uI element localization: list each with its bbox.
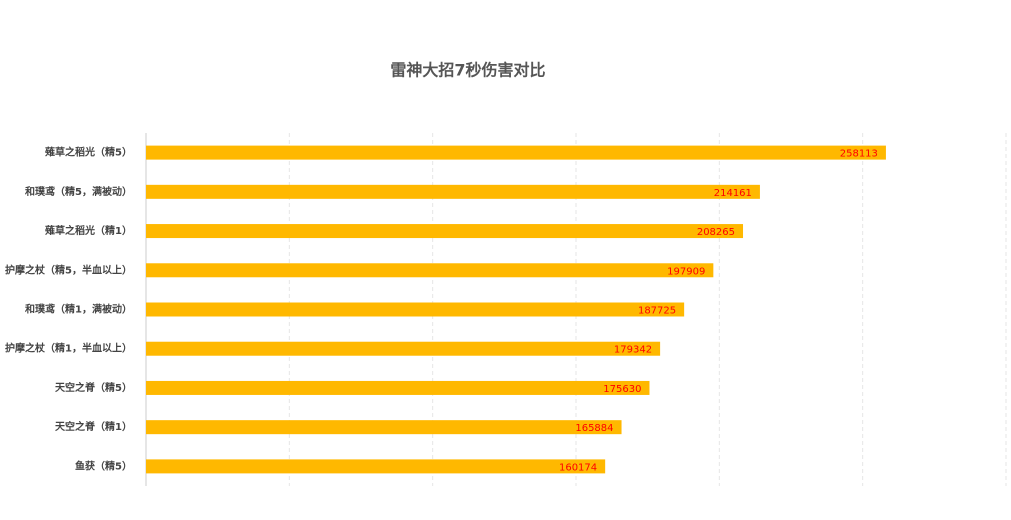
chart-title: 雷神大招7秒伤害对比	[390, 61, 545, 80]
value-label: 165884	[575, 423, 613, 434]
value-label: 179342	[614, 345, 652, 356]
y-tick-label: 薙草之稻光（精5）	[45, 146, 132, 159]
value-label: 160174	[559, 462, 597, 473]
value-label: 175630	[603, 384, 641, 395]
bar	[146, 380, 650, 395]
y-tick-label: 护摩之杖（精1，半血以上）	[5, 342, 132, 355]
value-label: 208265	[697, 227, 735, 238]
y-tick-label: 和璞鸢（精5，满被动）	[24, 185, 132, 198]
bar	[146, 459, 606, 474]
bar	[146, 420, 622, 435]
bar	[146, 263, 714, 278]
y-tick-label: 天空之脊（精5）	[55, 381, 132, 394]
y-tick-label: 鱼获（精5）	[75, 459, 132, 472]
bar	[146, 302, 685, 317]
bar	[146, 184, 760, 199]
y-tick-label: 和璞鸢（精1，满被动）	[24, 303, 132, 316]
value-label: 258113	[840, 149, 878, 160]
y-tick-label: 薙草之稻光（精1）	[45, 224, 132, 237]
y-tick-label: 护摩之杖（精5，半血以上）	[5, 263, 132, 276]
value-label: 187725	[638, 306, 676, 317]
value-label: 214161	[714, 188, 752, 199]
y-tick-label: 天空之脊（精1）	[55, 420, 132, 433]
bar	[146, 145, 886, 160]
bar	[146, 341, 661, 356]
value-label: 197909	[667, 266, 705, 277]
bar	[146, 224, 744, 239]
